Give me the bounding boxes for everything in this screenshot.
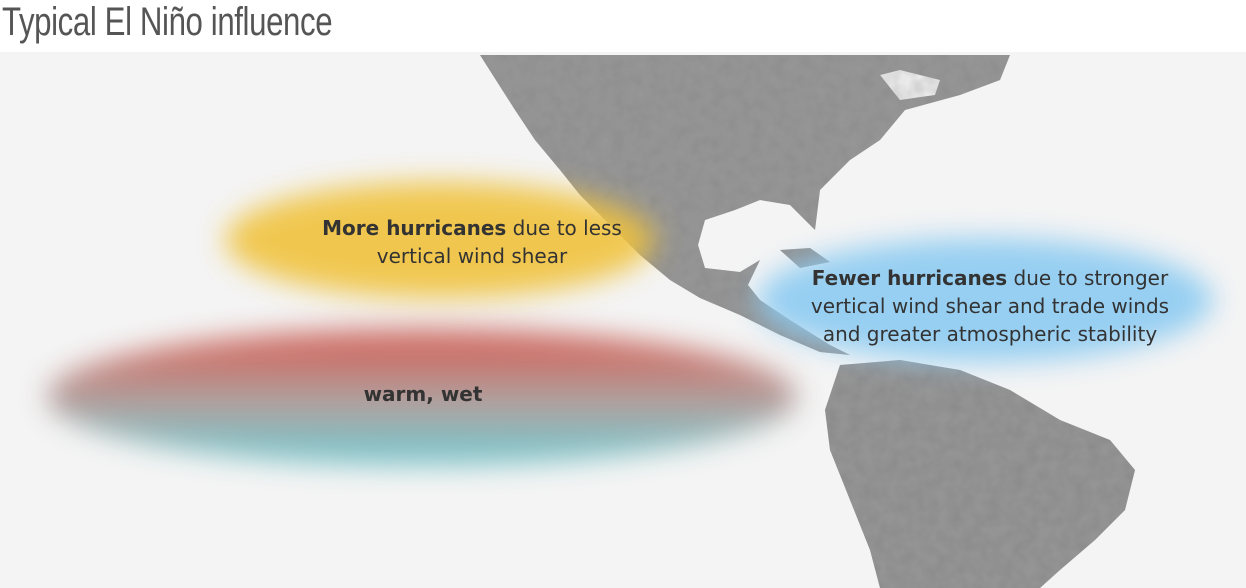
- annotation: warm, wet: [323, 380, 523, 408]
- warm-wet-zone: [47, 329, 797, 465]
- annotation-bold: warm, wet: [363, 382, 483, 406]
- north-america: [480, 55, 1010, 355]
- annotation: Fewer hurricanes due to stronger vertica…: [790, 264, 1190, 348]
- fewer-hurricanes-zone: [757, 238, 1213, 362]
- map-title: Typical El Niño influence: [2, 0, 333, 44]
- annotation-bold: More hurricanes: [322, 216, 507, 240]
- annotation: More hurricanes due to less vertical win…: [322, 214, 622, 270]
- great-lakes: [880, 70, 940, 100]
- south-america: [825, 360, 1135, 588]
- annotation-text: due to stronger vertical wind shear and …: [810, 266, 1170, 346]
- annotation-text: due to less vertical wind shear: [376, 216, 622, 268]
- annotation-bold: Fewer hurricanes: [811, 266, 1008, 290]
- land: [480, 55, 1135, 588]
- map: [0, 52, 1246, 588]
- more-hurricanes-zone: [225, 182, 655, 298]
